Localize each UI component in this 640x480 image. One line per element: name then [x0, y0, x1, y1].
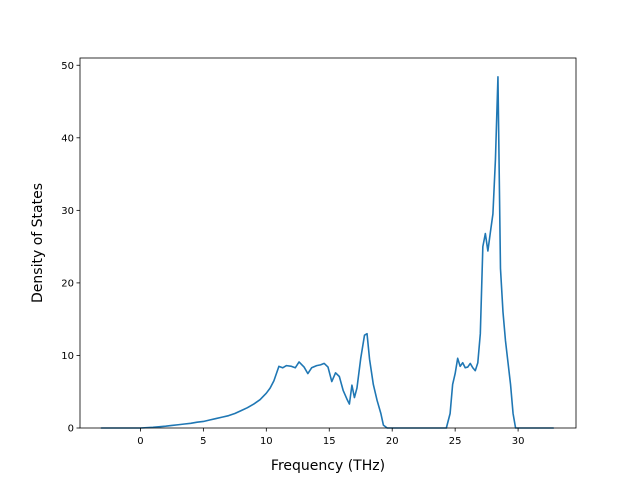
x-axis: 0 5 10 15 20 25 30 [137, 428, 524, 447]
y-tick-label: 40 [61, 133, 74, 144]
y-tick-label: 10 [61, 351, 74, 362]
x-tick-label: 0 [137, 436, 143, 447]
y-tick-label: 50 [61, 61, 74, 72]
y-axis: 0 10 20 30 40 50 [61, 61, 80, 435]
x-axis-label: Frequency (THz) [271, 458, 385, 474]
plot-area [100, 76, 555, 429]
x-tick-label: 30 [512, 436, 525, 447]
y-tick-label: 0 [68, 424, 74, 435]
x-tick-label: 15 [323, 436, 336, 447]
x-tick-label: 10 [260, 436, 273, 447]
axes-frame [79, 57, 577, 429]
x-tick-label: 5 [200, 436, 206, 447]
x-tick-label: 25 [449, 436, 462, 447]
y-tick-label: 30 [61, 206, 74, 217]
dos-series-line [100, 76, 555, 429]
y-tick-label: 20 [61, 278, 74, 289]
x-tick-label: 20 [386, 436, 399, 447]
y-axis-label: Density of States [30, 183, 46, 303]
